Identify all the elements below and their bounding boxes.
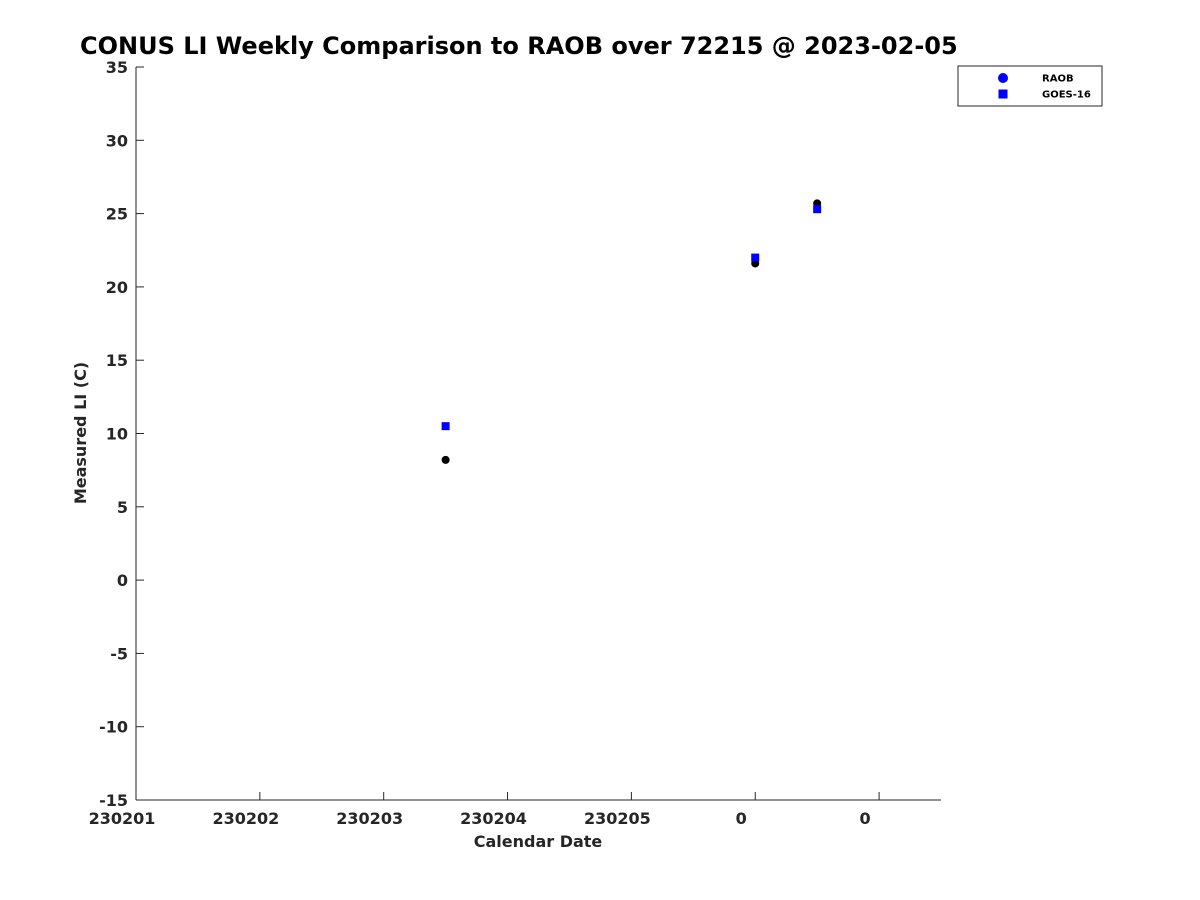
x-ticks: 230201 230202 230203 230204 230205 0 0 [89, 792, 880, 828]
x-tick-label: 230203 [336, 809, 403, 828]
y-tick-label: 30 [106, 131, 128, 150]
y-tick-label: -5 [110, 644, 128, 663]
y-tick-label: 25 [106, 205, 128, 224]
axes [135, 67, 941, 801]
y-tick-label: -10 [99, 718, 128, 737]
x-tick-label: 230201 [89, 809, 156, 828]
x-axis-label: Calendar Date [474, 832, 603, 851]
y-tick-label: 20 [106, 278, 128, 297]
legend-goes-label: GOES-16 [1042, 90, 1091, 101]
y-tick-label: 15 [106, 351, 128, 370]
y-tick-label: 5 [117, 498, 128, 517]
goes-16-point [751, 253, 760, 262]
chart-title: CONUS LI Weekly Comparison to RAOB over … [80, 32, 958, 60]
y-tick-label: -15 [99, 791, 128, 810]
x-tick-label: 230205 [584, 809, 651, 828]
y-tick-label: 10 [106, 425, 128, 444]
raob-point [441, 455, 450, 464]
x-tick-label: 0 [860, 809, 871, 828]
y-tick-label: 0 [117, 571, 128, 590]
x-tick-label: 0 [736, 809, 747, 828]
legend-raob-marker [998, 73, 1008, 83]
goes-16-point [441, 422, 450, 431]
x-tick-label: 230204 [460, 809, 527, 828]
y-ticks: -15 -10 -5 0 5 10 15 20 25 30 35 [99, 58, 144, 810]
x-tick-label: 230202 [212, 809, 279, 828]
legend-raob-label: RAOB [1042, 74, 1074, 85]
data-points [441, 199, 822, 464]
y-axis-label: Measured LI (C) [71, 362, 90, 504]
legend-goes-marker [998, 89, 1008, 99]
y-tick-label: 35 [106, 58, 128, 77]
goes-16-point [813, 205, 822, 214]
legend-box [957, 65, 1103, 107]
legend: RAOB GOES-16 [957, 65, 1103, 107]
